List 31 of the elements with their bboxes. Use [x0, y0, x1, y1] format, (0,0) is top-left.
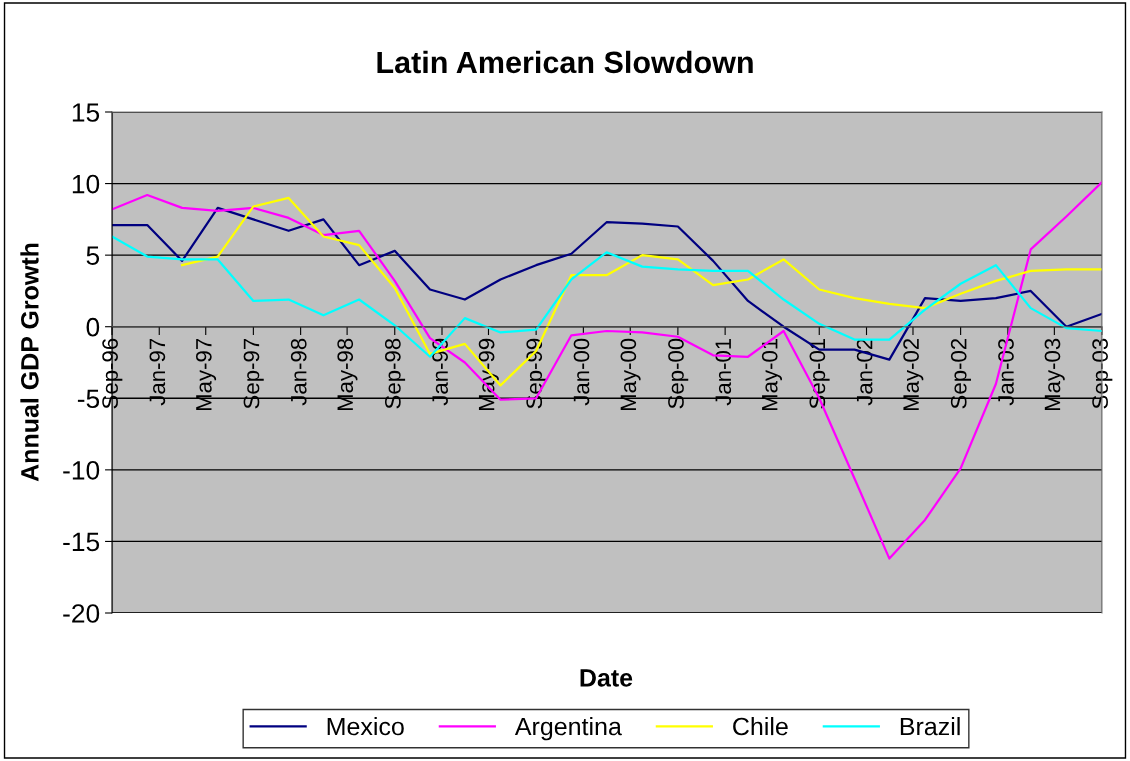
- legend-label: Mexico: [327, 717, 404, 736]
- x-tick-label: Sep-98: [384, 338, 406, 409]
- y-tick-label: -20: [63, 604, 100, 623]
- legend-label: Brazil: [900, 717, 960, 736]
- x-tick-label: Jan-01: [715, 338, 732, 406]
- x-tick-label: Sep-96: [102, 338, 123, 409]
- y-tick-label: -10: [63, 460, 100, 480]
- x-tick-label: Sep-02: [950, 338, 971, 409]
- x-tick-label: Jan-98: [290, 338, 307, 406]
- x-tick-label: May-97: [195, 338, 217, 411]
- x-tick-label: Sep-00: [668, 338, 689, 409]
- x-tick-label: May-02: [903, 338, 924, 411]
- y-tick-label: 15: [72, 103, 100, 122]
- y-tick-label: -5: [77, 389, 100, 409]
- y-tick-label: 10: [72, 174, 100, 194]
- x-tick-label: Jan-97: [149, 338, 166, 406]
- y-axis-title: Annual GDP Growth: [20, 243, 39, 482]
- x-tick-label: May-00: [620, 338, 641, 411]
- chart-title: Latin American Slowdown: [377, 50, 753, 74]
- x-tick-label: Sep-03: [1092, 338, 1113, 409]
- y-tick-label: -15: [63, 532, 100, 552]
- legend-label: Chile: [733, 717, 788, 736]
- x-tick-label: Sep-97: [243, 338, 264, 409]
- y-tick-label: 0: [86, 317, 100, 337]
- legend-label: Argentina: [514, 717, 622, 741]
- x-tick-label: Jan-00: [573, 338, 590, 406]
- x-tick-label: May-98: [337, 338, 358, 411]
- x-tick-label: May-03: [1044, 338, 1065, 411]
- y-tick-label: 5: [86, 246, 100, 265]
- x-tick-label: May-01: [761, 338, 782, 411]
- x-axis-title: Date: [580, 669, 633, 687]
